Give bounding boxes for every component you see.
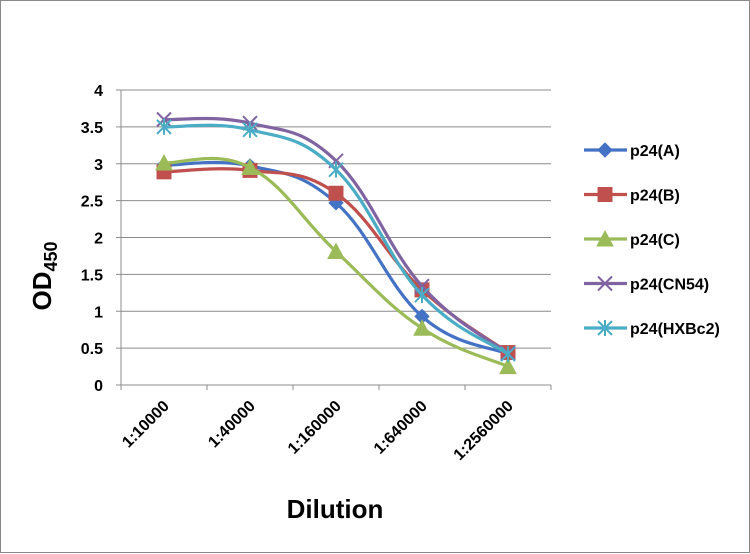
y-tick-label: 2 <box>94 231 103 248</box>
data-point <box>413 319 431 336</box>
legend-marker <box>597 142 613 158</box>
x-axis-title: Dilution <box>287 494 384 524</box>
y-tick-label: 3 <box>94 157 103 174</box>
data-point <box>499 357 517 375</box>
data-point <box>327 242 345 260</box>
data-point <box>156 118 172 135</box>
legend-marker <box>597 275 613 292</box>
y-axis-title: OD450 <box>27 241 61 310</box>
y-axis-ticks: 0 0.5 1 1.5 2 2.5 3 3.5 4 <box>81 83 103 395</box>
x-tick-label: 1:2560000 <box>451 398 517 464</box>
legend-marker <box>597 187 613 202</box>
data-point <box>328 161 344 178</box>
data-point <box>155 153 173 171</box>
data-point <box>242 121 258 138</box>
y-tick-label: 1.5 <box>81 267 103 284</box>
legend-item: p24(A) <box>584 142 680 160</box>
legend-label: p24(HXBc2) <box>630 321 720 338</box>
x-tick-label: 1:640000 <box>371 398 431 458</box>
y-axis-title-main: OD <box>27 272 57 311</box>
legend-label: p24(A) <box>630 143 680 160</box>
legend-item: p24(B) <box>584 187 680 205</box>
legend-label: p24(CN54) <box>630 277 709 294</box>
gridlines <box>116 89 552 390</box>
data-point <box>500 346 516 363</box>
legend-marker <box>597 320 613 336</box>
y-tick-label: 1 <box>94 304 103 321</box>
legend-label: p24(C) <box>630 232 680 249</box>
legend: p24(A) p24(B) p24(C) p24(CN54) p24(HXBc2) <box>584 142 720 338</box>
x-tick-label: 1:160000 <box>285 398 345 458</box>
x-axis-ticks: 1:10000 1:40000 1:160000 1:640000 1:2560000 <box>119 398 517 464</box>
y-axis-title-subscript: 450 <box>41 241 61 271</box>
legend-label: p24(B) <box>630 188 680 205</box>
series-p24-b <box>156 162 516 361</box>
y-tick-label: 3.5 <box>81 120 103 137</box>
y-tick-label: 2.5 <box>81 194 103 211</box>
x-tick-label: 1:10000 <box>119 398 173 452</box>
series-p24-c <box>155 153 517 375</box>
y-tick-label: 0 <box>94 378 103 395</box>
legend-marker <box>596 229 614 247</box>
series-line <box>163 116 509 355</box>
legend-item: p24(CN54) <box>584 275 709 294</box>
data-point <box>241 158 259 175</box>
legend-item: p24(C) <box>584 229 680 249</box>
data-point-stroke <box>597 275 613 292</box>
series-p24-cn54 <box>156 111 516 361</box>
series-p24-hxbc2 <box>156 118 516 363</box>
x-tick-label: 1:40000 <box>205 398 259 452</box>
series-layer <box>155 111 517 375</box>
legend-item: p24(HXBc2) <box>584 320 720 338</box>
data-point <box>414 287 430 304</box>
data-point <box>328 185 344 201</box>
y-tick-label: 4 <box>94 83 103 100</box>
y-tick-label: 0.5 <box>81 341 103 358</box>
